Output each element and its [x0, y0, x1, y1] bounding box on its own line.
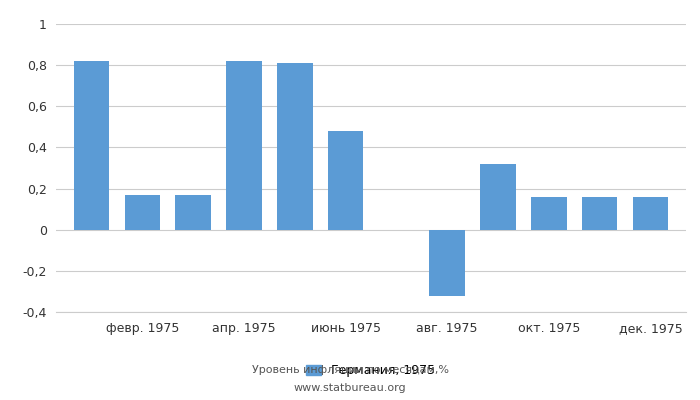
Text: Уровень инфляции по месяцам,%: Уровень инфляции по месяцам,% [251, 365, 449, 375]
Text: www.statbureau.org: www.statbureau.org [294, 383, 406, 393]
Bar [633, 197, 668, 230]
Bar [277, 63, 313, 230]
Bar [328, 131, 363, 230]
Legend: Германия, 1975: Германия, 1975 [307, 364, 435, 377]
Bar [176, 195, 211, 230]
Bar [125, 195, 160, 230]
Bar [74, 61, 109, 230]
Bar [226, 61, 262, 230]
Bar [582, 197, 617, 230]
Bar [429, 230, 465, 296]
Bar [531, 197, 566, 230]
Bar [480, 164, 516, 230]
